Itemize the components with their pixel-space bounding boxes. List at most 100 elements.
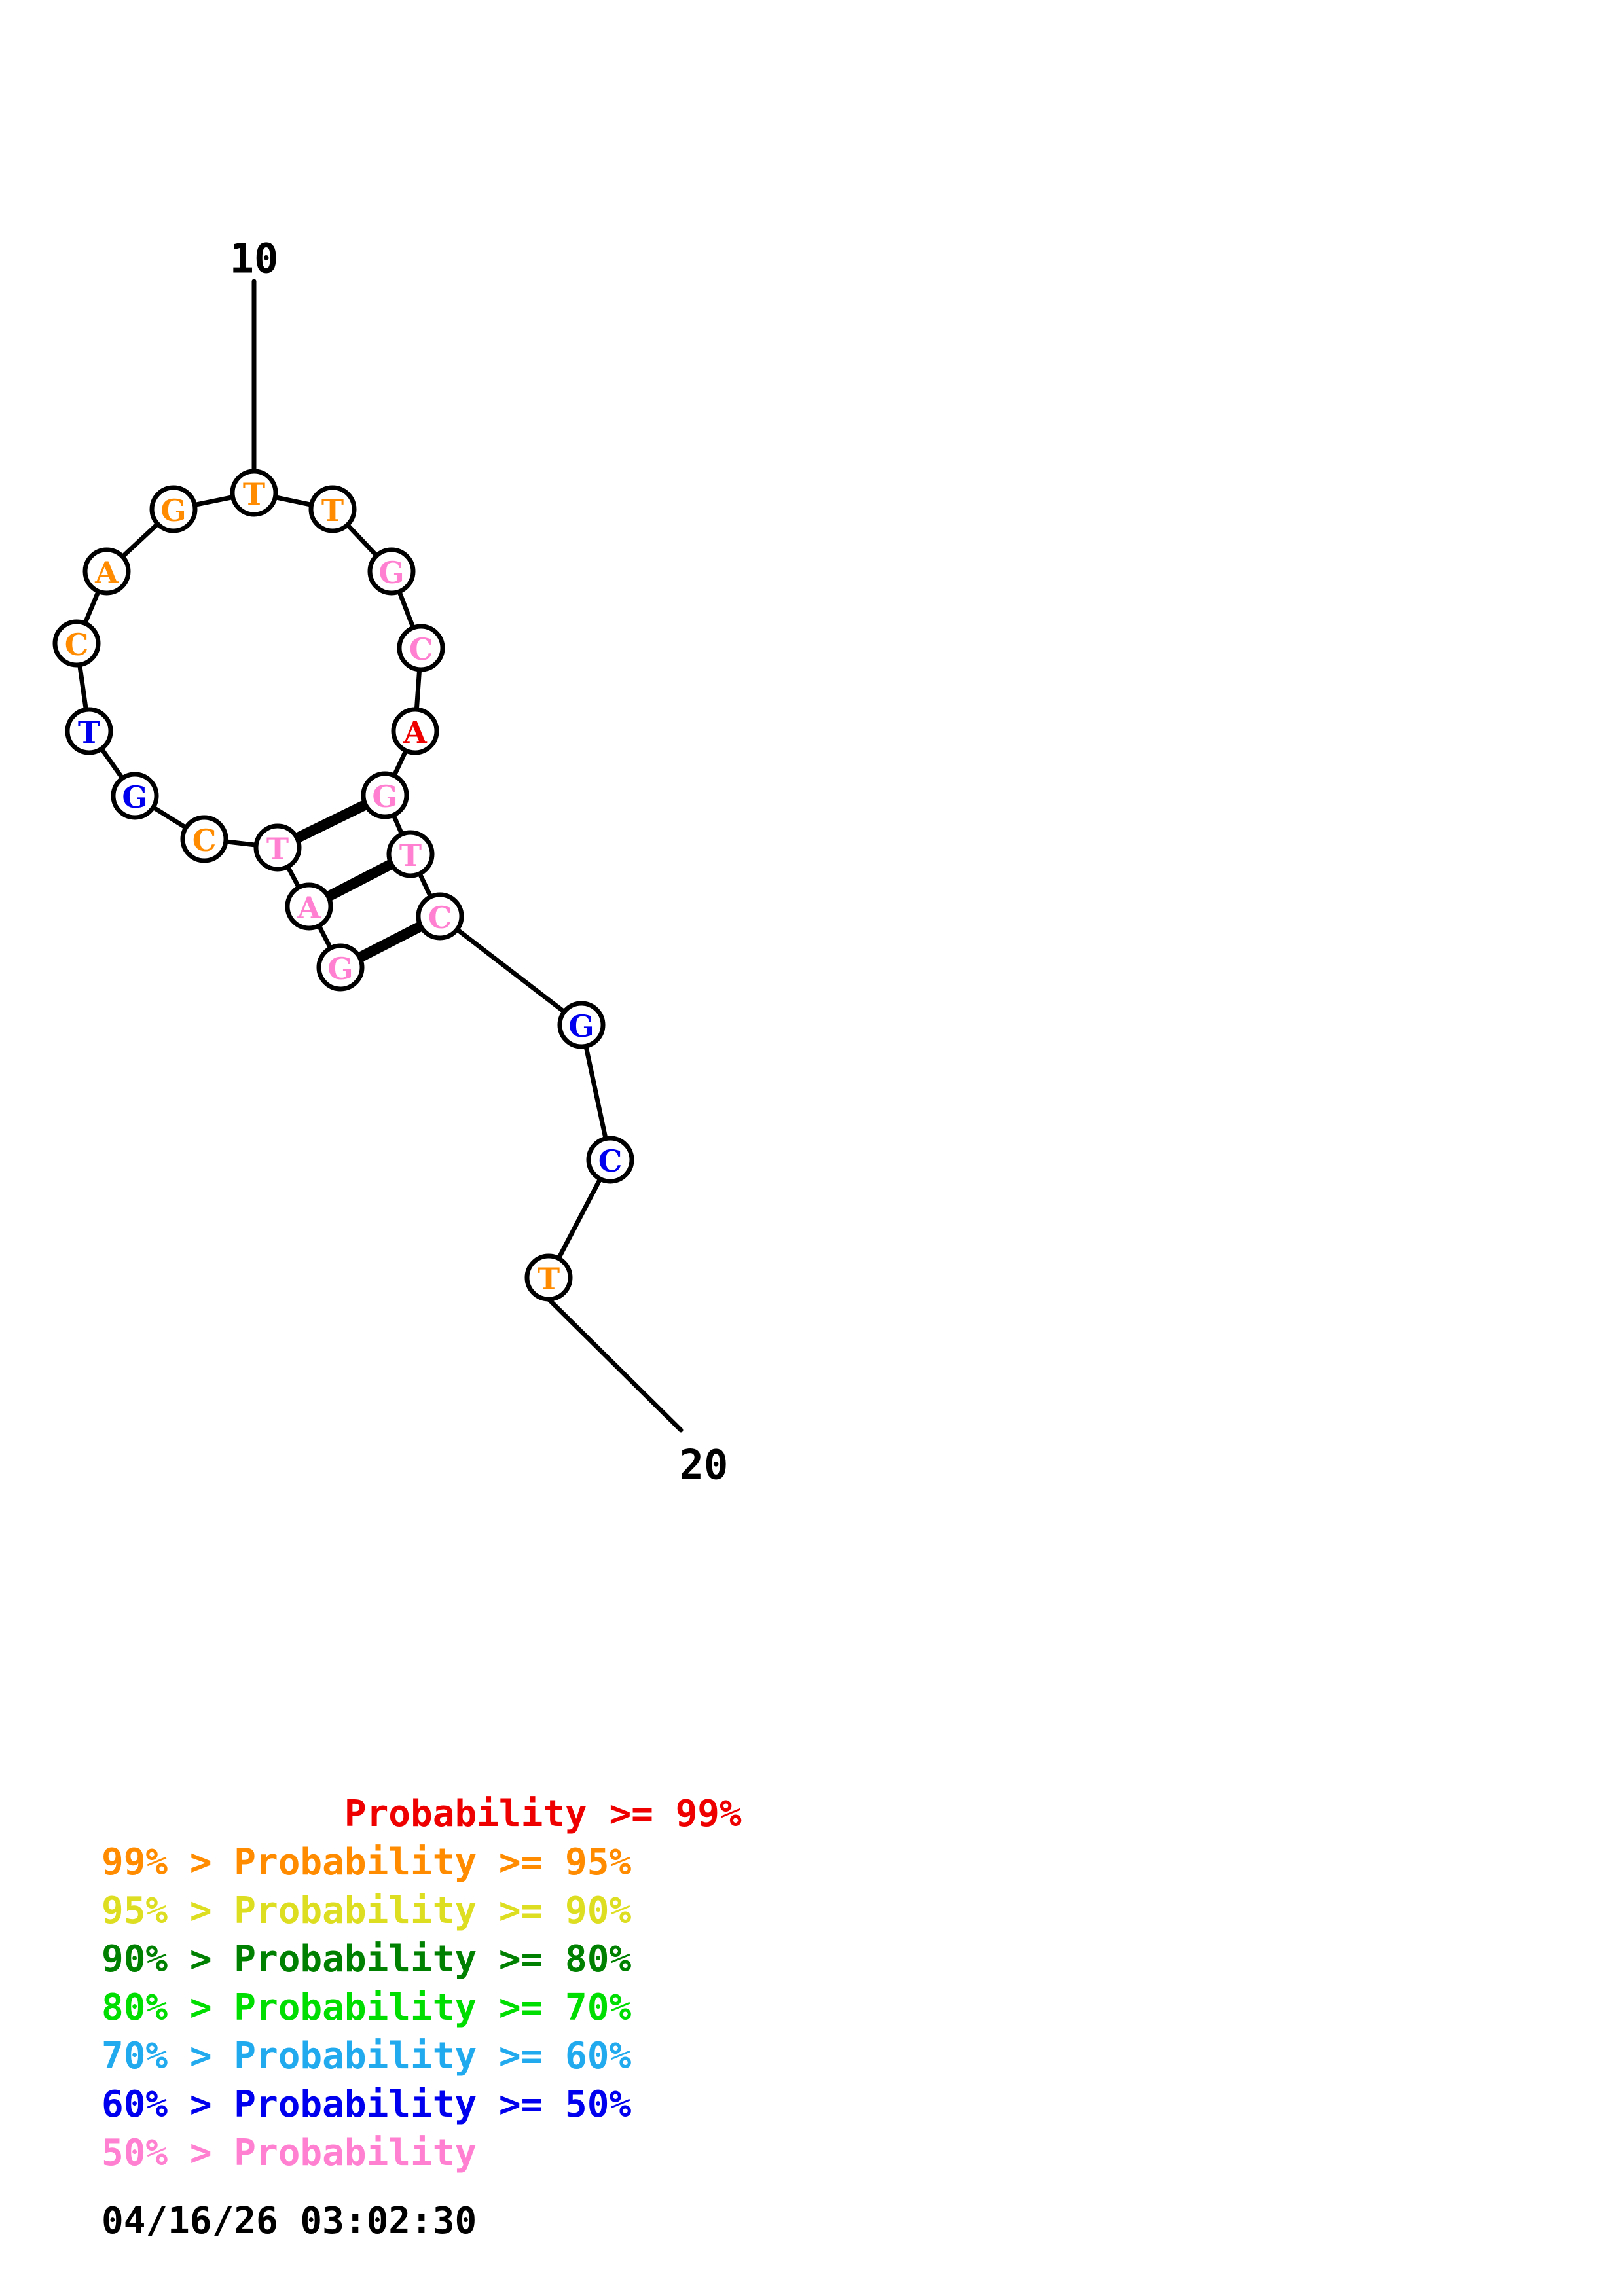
legend-rows: Probability >= 99% 99% > Probability >= 9… [0, 1790, 786, 2178]
position-label: 20 [680, 1441, 729, 1489]
base-pair-bonds-layer [290, 798, 428, 963]
nucleotide-letter: T [266, 831, 289, 867]
backbone-edge [77, 662, 88, 712]
nucleotide-circle [524, 1253, 573, 1302]
terminal-lines-layer [251, 279, 684, 1433]
nucleotide-node[interactable]: C [180, 815, 228, 863]
nucleotide-node[interactable]: G [316, 943, 365, 992]
backbone-edge [417, 871, 433, 899]
nucleotide-circle [180, 815, 228, 863]
nucleotide-circle [391, 707, 439, 755]
backbone-edge [345, 522, 379, 558]
nucleotide-letter: G [160, 493, 186, 528]
nucleotide-circle [367, 547, 416, 596]
backbone-edge [414, 667, 422, 712]
nucleotide-node[interactable]: C [52, 619, 101, 668]
nucleotide-letter: C [598, 1143, 623, 1179]
backbone-edge [223, 839, 259, 848]
nucleotide-node[interactable]: T [308, 485, 357, 533]
nucleotide-circle [230, 469, 278, 517]
nucleotide-circle [285, 882, 333, 931]
nucleotide-letter: T [399, 838, 422, 873]
nucleotide-circle [316, 943, 365, 992]
nucleotide-circle [52, 619, 101, 668]
backbone-edge [272, 495, 314, 507]
backbone-edge [397, 589, 416, 630]
nucleotide-node[interactable]: T [230, 469, 278, 517]
nucleotide-letter: T [321, 493, 344, 528]
nucleotide-node[interactable]: T [524, 1253, 573, 1302]
nucleotide-circle [361, 771, 409, 819]
nucleotide-node[interactable]: G [149, 485, 198, 533]
backbone-edge [82, 588, 101, 626]
backbone-edge [583, 1043, 608, 1141]
backbone-edge [99, 746, 125, 781]
nucleotide-letter: G [372, 779, 397, 814]
backbone-edge [392, 748, 409, 778]
nucleotide-node[interactable]: C [586, 1136, 634, 1184]
nucleotide-circle [111, 772, 159, 820]
nucleotide-letter: T [78, 715, 100, 750]
nucleotide-node[interactable]: T [65, 707, 113, 755]
nucleotide-circle [416, 892, 464, 941]
backbone-edge [454, 927, 567, 1014]
backbone-edge [151, 804, 189, 831]
nucleotide-node[interactable]: C [416, 892, 464, 941]
nucleotide-node[interactable]: G [111, 772, 159, 820]
nucleotide-node[interactable]: T [386, 830, 435, 878]
nucleotide-node[interactable]: T [253, 823, 302, 872]
nucleotide-letter: G [327, 951, 353, 986]
nucleotide-letter: G [378, 555, 404, 590]
backbone-edge [285, 864, 301, 890]
legend-row-60: 70% > Probability >= 60% [101, 2035, 632, 2077]
nucleotide-node[interactable]: G [361, 771, 409, 819]
nucleotide-letter: A [297, 890, 321, 925]
nucleotide-letter: C [409, 632, 433, 667]
legend-row-70: 80% > Probability >= 70% [101, 1986, 632, 2029]
nucleotide-circle [65, 707, 113, 755]
nucleotide-letter: A [403, 715, 428, 750]
nucleotide-node[interactable]: A [391, 707, 439, 755]
terminal-line [546, 1297, 684, 1433]
base-pair-bond [321, 858, 398, 903]
nucleotide-circle [397, 624, 445, 672]
nucleotide-circle [82, 547, 131, 596]
nucleotide-letter: T [243, 476, 265, 512]
nucleotide-circle [586, 1136, 634, 1184]
nucleotide-circle [308, 485, 357, 533]
nucleotide-node[interactable]: C [397, 624, 445, 672]
legend-row-99: Probability >= 99% [101, 1793, 742, 1835]
nucleotide-letter: G [122, 780, 147, 815]
base-pair-bond [353, 920, 428, 963]
nucleotide-node[interactable]: G [367, 547, 416, 596]
nucleotide-letter: C [192, 823, 217, 858]
backbone-edge [316, 923, 333, 951]
backbone-edge [556, 1176, 603, 1261]
probability-legend: Probability >= 99% 99% > Probability >= 9… [0, 1790, 786, 2242]
position-labels-layer: 10 20 [230, 235, 729, 1489]
legend-row-below50: 50% > Probability [101, 2132, 477, 2174]
nucleotide-circle [253, 823, 302, 872]
base-pair-bond [290, 798, 373, 844]
nucleotide-letter: C [65, 627, 89, 662]
nucleotide-circle [149, 485, 198, 533]
nucleotide-node[interactable]: G [557, 1001, 606, 1049]
backbone-edge [120, 521, 160, 560]
nucleotide-letter: A [94, 555, 119, 590]
timestamp-label: 04/16/26 03:02:30 [101, 2200, 477, 2242]
nucleotide-node[interactable]: A [82, 547, 131, 596]
backbone-edge [391, 812, 405, 837]
legend-row-90: 95% > Probability >= 90% [101, 1890, 632, 1932]
legend-row-80: 90% > Probability >= 80% [101, 1938, 632, 1981]
position-label: 10 [230, 235, 279, 283]
nucleotide-letter: T [538, 1261, 560, 1297]
nucleotide-letter: G [568, 1009, 594, 1044]
legend-row-95: 99% > Probability >= 95% [101, 1841, 632, 1884]
nucleotide-node[interactable]: A [285, 882, 333, 931]
nucleotide-circle [386, 830, 435, 878]
nucleotide-letter: C [428, 900, 452, 935]
backbone-edge [192, 495, 236, 507]
